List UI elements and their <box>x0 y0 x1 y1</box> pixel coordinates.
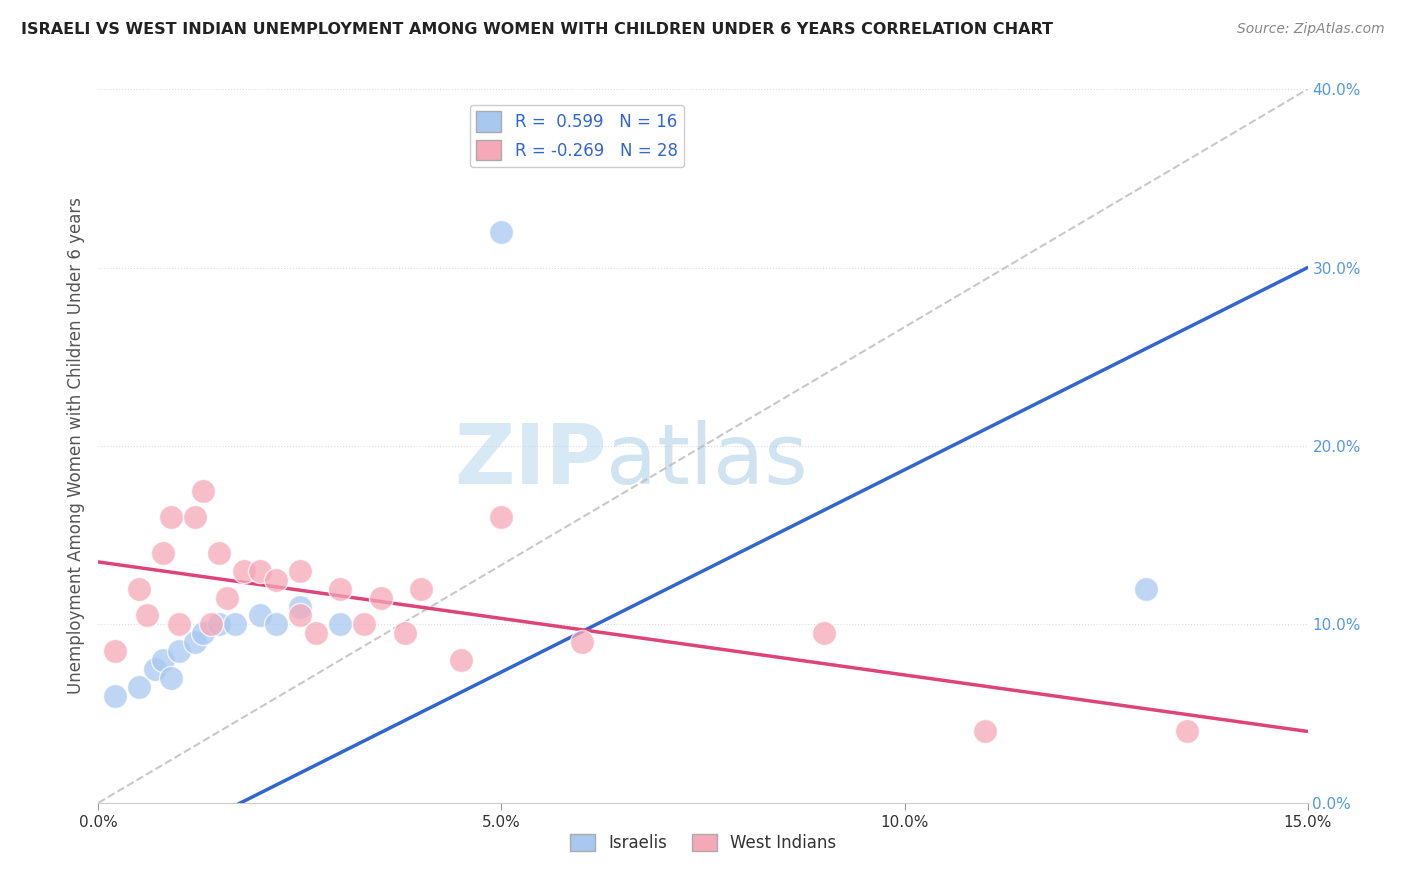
Text: Source: ZipAtlas.com: Source: ZipAtlas.com <box>1237 22 1385 37</box>
Point <box>264 573 287 587</box>
Point <box>305 626 328 640</box>
Point <box>329 617 352 632</box>
Point <box>160 510 183 524</box>
Point <box>264 617 287 632</box>
Point <box>409 582 432 596</box>
Point <box>288 608 311 623</box>
Point <box>152 653 174 667</box>
Point <box>232 564 254 578</box>
Point <box>143 662 166 676</box>
Point <box>974 724 997 739</box>
Point <box>152 546 174 560</box>
Legend: Israelis, West Indians: Israelis, West Indians <box>562 827 844 859</box>
Point <box>167 617 190 632</box>
Point <box>167 644 190 658</box>
Point <box>249 564 271 578</box>
Point <box>200 617 222 632</box>
Point <box>193 483 215 498</box>
Point <box>128 582 150 596</box>
Text: ZIP: ZIP <box>454 420 606 500</box>
Point <box>103 689 125 703</box>
Point <box>249 608 271 623</box>
Point <box>160 671 183 685</box>
Text: atlas: atlas <box>606 420 808 500</box>
Point <box>103 644 125 658</box>
Point <box>450 653 472 667</box>
Point <box>813 626 835 640</box>
Point <box>1175 724 1198 739</box>
Point <box>370 591 392 605</box>
Point <box>491 510 513 524</box>
Point <box>217 591 239 605</box>
Point <box>288 564 311 578</box>
Point <box>491 225 513 239</box>
Point <box>193 626 215 640</box>
Point <box>1135 582 1157 596</box>
Point <box>135 608 157 623</box>
Point <box>571 635 593 649</box>
Point <box>224 617 246 632</box>
Point <box>394 626 416 640</box>
Point <box>353 617 375 632</box>
Point <box>288 599 311 614</box>
Point <box>329 582 352 596</box>
Text: ISRAELI VS WEST INDIAN UNEMPLOYMENT AMONG WOMEN WITH CHILDREN UNDER 6 YEARS CORR: ISRAELI VS WEST INDIAN UNEMPLOYMENT AMON… <box>21 22 1053 37</box>
Point <box>208 617 231 632</box>
Point <box>184 635 207 649</box>
Point <box>128 680 150 694</box>
Point <box>208 546 231 560</box>
Point <box>184 510 207 524</box>
Y-axis label: Unemployment Among Women with Children Under 6 years: Unemployment Among Women with Children U… <box>66 197 84 695</box>
